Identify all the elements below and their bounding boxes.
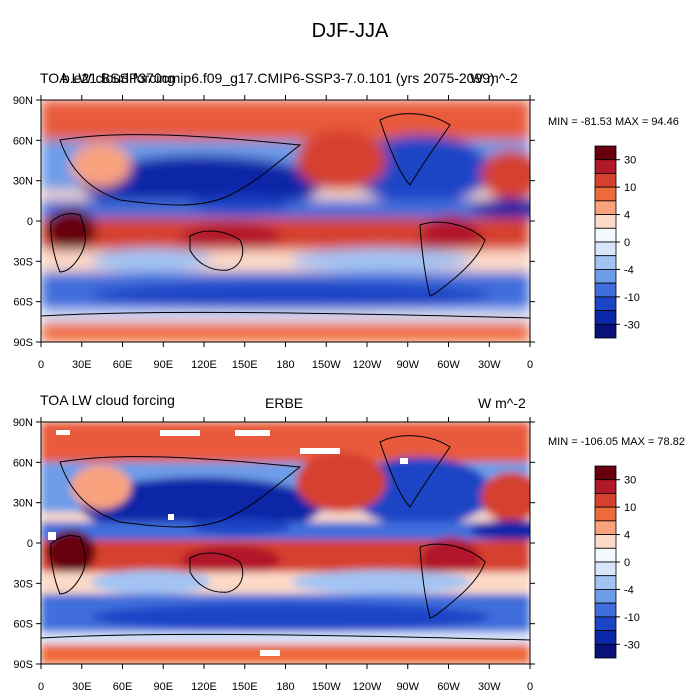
colorbar-label: -4 [624,264,634,276]
lat-tick-label: 30N [13,176,33,188]
colorbar-label: 30 [624,475,636,487]
colorbar-swatch [594,173,617,188]
colorbar-swatch [594,506,617,522]
colorbar-label: -30 [624,639,640,651]
lon-tick-label: 150E [232,359,258,371]
panel2-units-label: W m^-2 [478,395,526,411]
colorbar-swatch [594,186,617,202]
colorbar-swatch [594,616,617,631]
lat-tick-label: 60S [13,297,33,309]
lon-tick-label: 120E [191,359,217,371]
lon-tick-label: 180 [276,681,294,693]
colorbar-swatch [594,255,617,270]
colorbar-swatch [594,159,617,174]
colorbar-label: -4 [624,584,634,596]
colorbar-swatch [594,589,617,604]
lon-tick-label: 90W [396,359,419,371]
colorbar-label: -10 [624,612,640,624]
colorbar-swatch [594,200,617,215]
lat-tick-label: 90N [13,417,33,429]
colorbar-swatch [594,643,617,659]
lon-tick-label: 120W [353,359,382,371]
lon-tick-label: 120W [353,681,382,693]
colorbar-swatch [594,296,617,311]
lat-tick-label: 0 [27,216,33,228]
colorbar-swatch [594,269,617,284]
colorbar-swatch [594,323,617,339]
colorbar-swatch [594,145,617,161]
lat-tick-label: 60N [13,135,33,147]
colorbar-swatch [594,520,617,535]
colorbar-label: 30 [624,155,636,167]
colorbar-swatch [594,465,617,481]
colorbar-swatch [594,575,617,590]
colorbar-swatch [594,493,617,508]
lon-tick-label: 90E [153,681,173,693]
figure-title: DJF-JJA [311,20,389,42]
colorbar-label: 10 [624,182,636,194]
colorbar-label: 4 [624,530,630,542]
lon-tick-label: 30W [478,681,501,693]
map-axes: 90N 60N 30N 0 30S 60S 90S 0 30E 60E 90E 120E 150E 180… [13,95,535,693]
panel1-units-label: W m^-2 [470,70,518,86]
lat-tick-label: 0 [27,538,33,550]
colorbar-label: 10 [624,502,636,514]
lon-tick-label: 30E [72,681,92,693]
lat-tick-label: 90S [13,337,33,349]
colorbar-swatch [594,241,617,257]
lon-tick-label: 90W [396,681,419,693]
lat-tick-label: 90N [13,95,33,107]
panel2-minmax: MIN = -106.05 MAX = 78.82 [548,436,685,448]
lon-tick-label: 150E [232,681,258,693]
lon-tick-label: 60W [437,359,460,371]
colorbar-swatch [594,561,617,577]
lon-tick-label: 0 [527,681,533,693]
colorbar-label: -30 [624,319,640,331]
lon-tick-label: 0 [38,681,44,693]
panel2-contour-field [41,422,530,664]
colorbar-swatch [594,534,617,549]
lat-tick-label: 60S [13,619,33,631]
lon-tick-label: 150W [312,359,341,371]
lon-tick-label: 30E [72,359,92,371]
panel1-minmax: MIN = -81.53 MAX = 94.46 [548,116,679,128]
colorbar-swatch [594,547,617,563]
lon-tick-label: 0 [527,359,533,371]
panel2-left-label: TOA LW cloud forcing [40,392,175,408]
lon-tick-label: 180 [276,359,294,371]
colorbar-swatch [594,630,617,645]
colorbar-swatch [594,602,617,618]
colorbar-label: -10 [624,292,640,304]
colorbar-swatch [594,479,617,494]
colorbar-swatch [594,214,617,229]
lat-tick-label: 30S [13,578,33,590]
lat-tick-label: 30N [13,498,33,510]
lat-tick-label: 30S [13,256,33,268]
lon-tick-label: 60W [437,681,460,693]
colorbar-label: 4 [624,210,630,222]
lon-tick-label: 60E [113,681,133,693]
lon-tick-label: 30W [478,359,501,371]
lat-tick-label: 90S [13,659,33,671]
lon-tick-label: 120E [191,681,217,693]
lon-tick-label: 60E [113,359,133,371]
colorbar-swatch [594,310,617,325]
colorbar-swatch [594,282,617,298]
lon-tick-label: 0 [38,359,44,371]
colorbar-swatch [594,227,617,243]
lon-tick-label: 150W [312,681,341,693]
colorbar-label: 0 [624,237,630,249]
panel2-center-label: ERBE [265,395,304,411]
colorbar-label: 0 [624,557,630,569]
lon-tick-label: 90E [153,359,173,371]
colorbars: 30 10 4 0 -4 -10 -30 30 10 4 0 -4 -10 -30 [594,145,640,659]
lat-tick-label: 60N [13,457,33,469]
panel1-contour-field [41,100,530,342]
panel1-left-label: TOA LW cloud forcing [40,70,175,86]
panel1-coastlines [40,113,531,319]
panel2-coastlines [40,435,531,641]
panel1-case-label: b.e21.BSSP370cmip6.f09_g17.CMIP6-SSP3-7.… [62,70,495,86]
